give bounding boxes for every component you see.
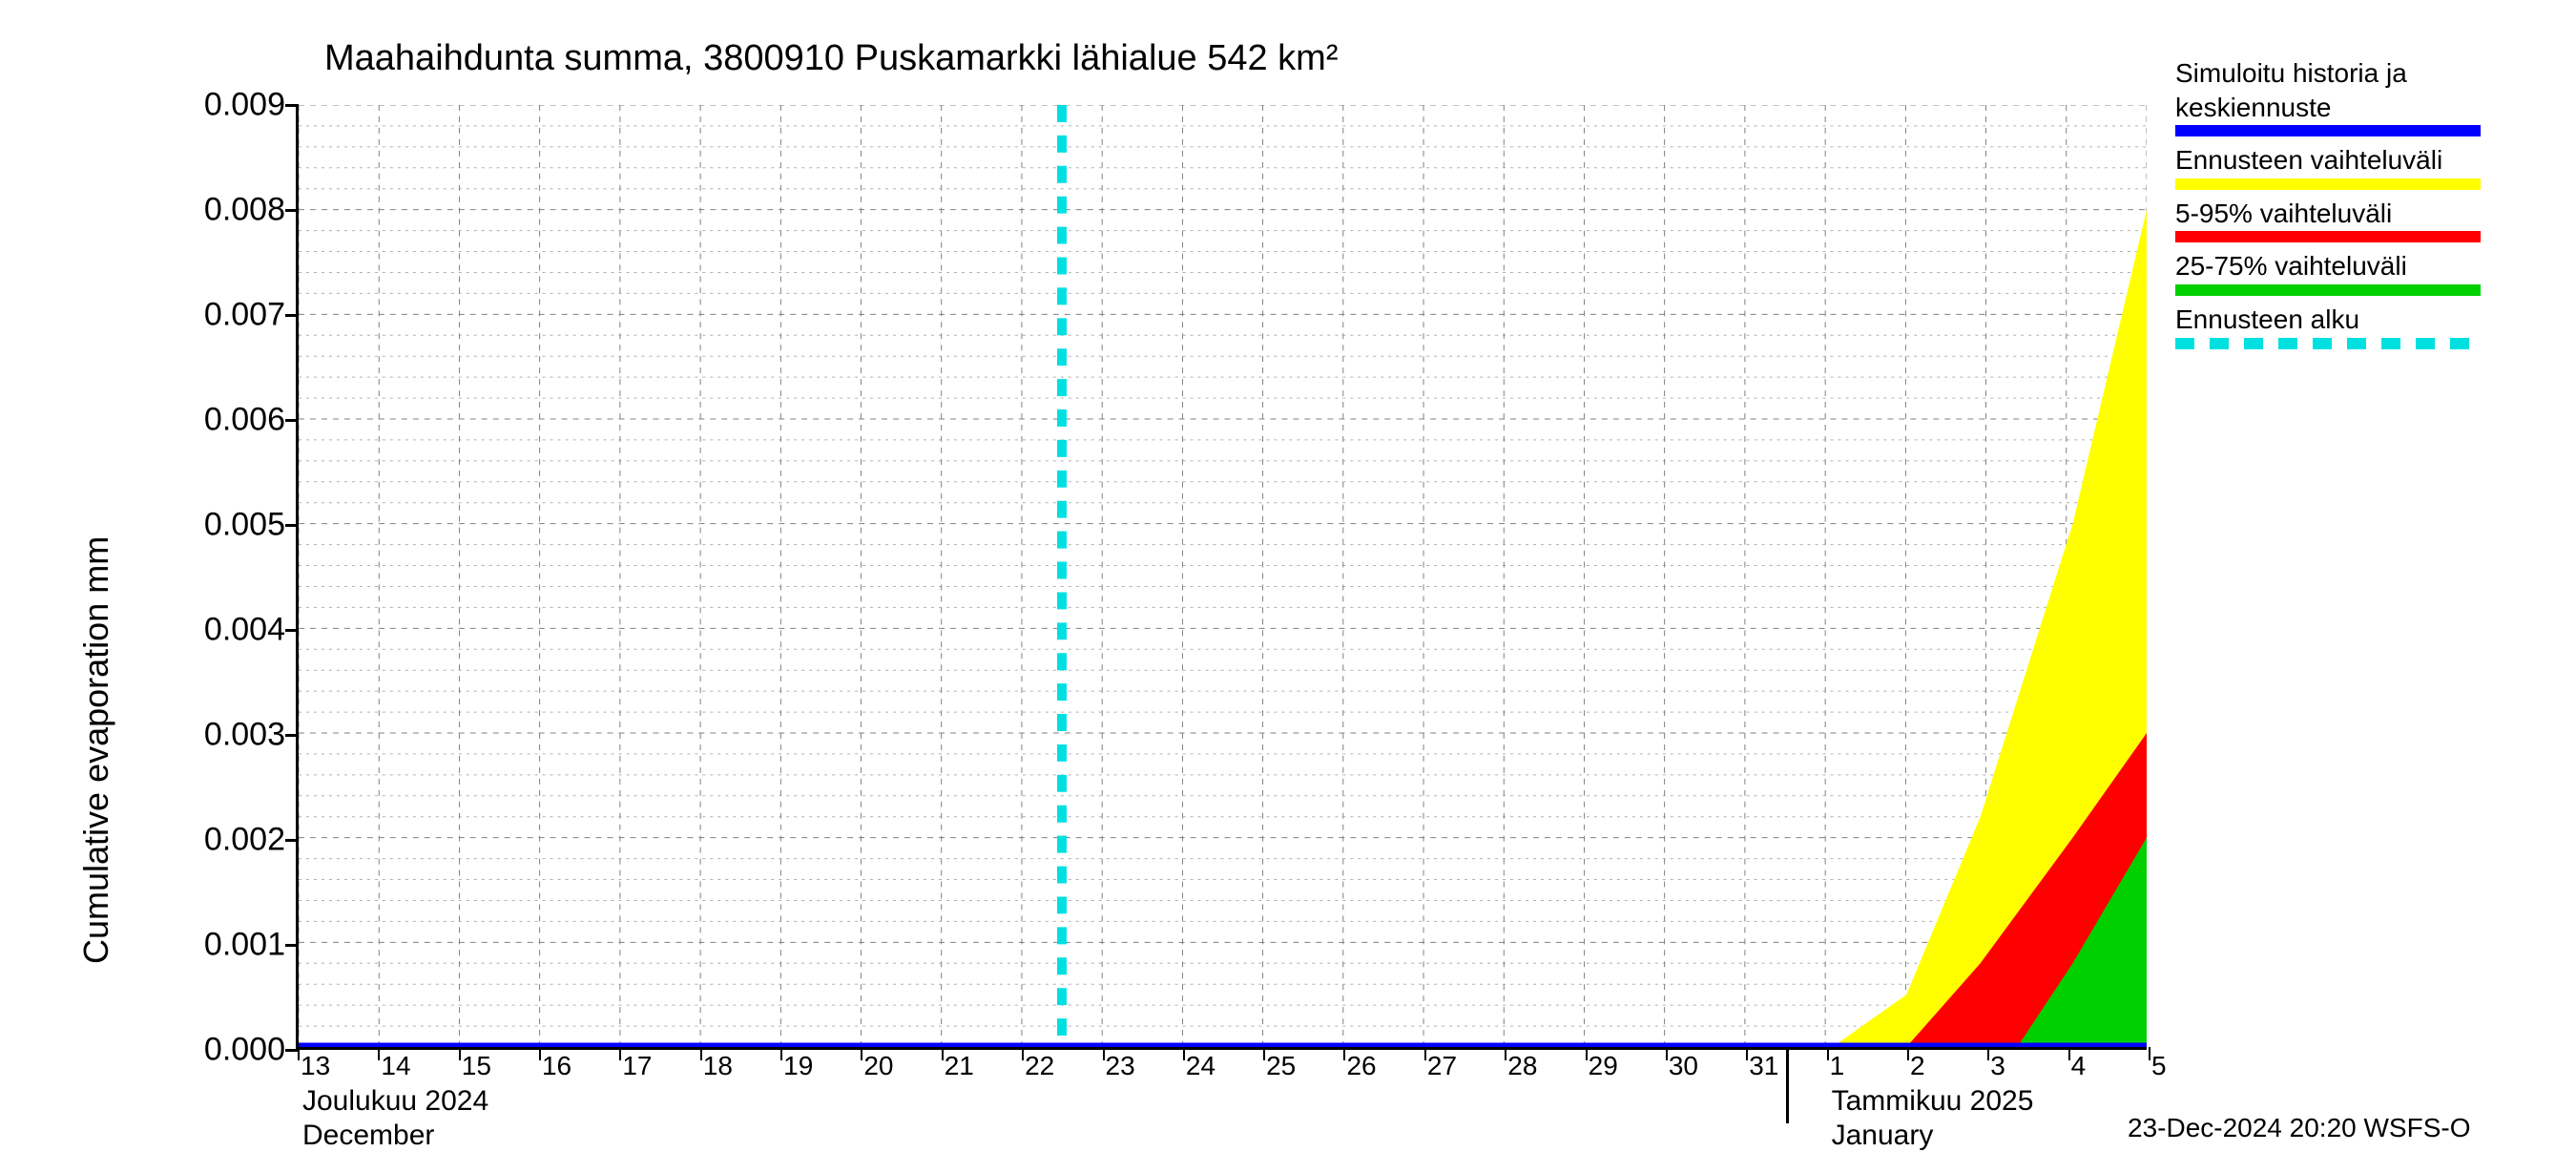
legend-entry: 25-75% vaihteluväli	[2175, 250, 2481, 296]
y-tick-label: 0.004	[204, 612, 285, 649]
x-tick-mark	[1746, 1047, 1748, 1060]
legend-label: Simuloitu historia ja	[2175, 57, 2481, 92]
x-tick-mark	[700, 1047, 702, 1060]
x-tick-mark	[2149, 1047, 2150, 1060]
x-tick-mark	[459, 1047, 461, 1060]
y-axis-label: Cumulative evaporation mm	[76, 536, 116, 964]
y-tick-mark	[285, 839, 299, 842]
legend-entry: 5-95% vaihteluväli	[2175, 198, 2481, 243]
y-tick-label: 0.001	[204, 927, 285, 964]
y-tick-label: 0.003	[204, 717, 285, 754]
x-tick-mark	[1666, 1047, 1668, 1060]
y-tick-label: 0.000	[204, 1032, 285, 1069]
legend-label: 5-95% vaihteluväli	[2175, 198, 2481, 232]
month-label-en: January	[1832, 1120, 1934, 1152]
x-tick-label: 28	[1507, 1051, 1537, 1081]
legend-entry: Simuloitu historia jakeskiennuste	[2175, 57, 2481, 136]
legend: Simuloitu historia jakeskiennuste Ennuste…	[2175, 57, 2481, 357]
legend-label: 25-75% vaihteluväli	[2175, 250, 2481, 284]
x-tick-mark	[378, 1047, 380, 1060]
y-tick-mark	[285, 104, 299, 107]
chart-title: Maahaihdunta summa, 3800910 Puskamarkki …	[324, 38, 1338, 79]
y-tick-mark	[285, 419, 299, 422]
legend-label: Ennusteen vaihteluväli	[2175, 144, 2481, 178]
x-tick-label: 18	[703, 1051, 733, 1081]
x-tick-mark	[1987, 1047, 1989, 1060]
month-label-fi: Joulukuu 2024	[302, 1085, 488, 1118]
legend-label: keskiennuste	[2175, 92, 2481, 126]
month-label-fi: Tammikuu 2025	[1832, 1085, 2034, 1118]
x-tick-mark	[1827, 1047, 1829, 1060]
y-tick-mark	[285, 734, 299, 737]
x-tick-label: 30	[1669, 1051, 1698, 1081]
y-tick-label: 0.006	[204, 402, 285, 439]
legend-swatch	[2175, 125, 2481, 136]
x-tick-mark	[1424, 1047, 1426, 1060]
x-tick-mark	[780, 1047, 782, 1060]
month-separator	[1786, 1047, 1789, 1123]
x-tick-label: 16	[542, 1051, 571, 1081]
legend-swatch	[2175, 178, 2481, 190]
legend-entry: Ennusteen alku	[2175, 304, 2481, 349]
y-tick-label: 0.008	[204, 192, 285, 229]
x-tick-mark	[1183, 1047, 1185, 1060]
y-tick-mark	[285, 944, 299, 947]
y-tick-mark	[285, 1049, 299, 1052]
legend-swatch	[2175, 284, 2481, 296]
x-tick-mark	[942, 1047, 944, 1060]
x-tick-label: 31	[1749, 1051, 1778, 1081]
y-tick-label: 0.009	[204, 87, 285, 124]
x-tick-label: 29	[1589, 1051, 1618, 1081]
x-tick-mark	[1103, 1047, 1105, 1060]
x-tick-mark	[1505, 1047, 1506, 1060]
x-tick-mark	[1263, 1047, 1265, 1060]
plot-area: 0.0000.0010.0020.0030.0040.0050.0060.007…	[296, 105, 2147, 1050]
y-tick-label: 0.005	[204, 507, 285, 544]
x-tick-mark	[539, 1047, 541, 1060]
chart-canvas: Maahaihdunta summa, 3800910 Puskamarkki …	[0, 0, 2576, 1145]
x-tick-mark	[1907, 1047, 1909, 1060]
x-tick-label: 5	[2151, 1051, 2167, 1081]
x-tick-label: 15	[462, 1051, 491, 1081]
x-tick-label: 24	[1186, 1051, 1215, 1081]
legend-swatch	[2175, 231, 2481, 242]
x-tick-label: 20	[863, 1051, 893, 1081]
x-tick-label: 17	[622, 1051, 652, 1081]
x-tick-label: 2	[1910, 1051, 1925, 1081]
x-tick-label: 23	[1106, 1051, 1135, 1081]
x-tick-label: 22	[1025, 1051, 1054, 1081]
x-tick-mark	[1586, 1047, 1588, 1060]
x-tick-label: 25	[1266, 1051, 1296, 1081]
legend-swatch-dash	[2175, 338, 2481, 349]
x-tick-label: 14	[381, 1051, 410, 1081]
x-tick-mark	[298, 1047, 300, 1060]
y-tick-label: 0.002	[204, 822, 285, 859]
y-tick-mark	[285, 629, 299, 632]
x-tick-mark	[861, 1047, 862, 1060]
footer-timestamp: 23-Dec-2024 20:20 WSFS-O	[2128, 1113, 2471, 1143]
x-tick-label: 3	[1990, 1051, 2005, 1081]
y-tick-mark	[285, 209, 299, 212]
x-tick-mark	[1022, 1047, 1024, 1060]
x-tick-label: 27	[1427, 1051, 1457, 1081]
legend-label: Ennusteen alku	[2175, 304, 2481, 338]
x-tick-label: 1	[1830, 1051, 1845, 1081]
y-tick-mark	[285, 314, 299, 317]
x-tick-mark	[1343, 1047, 1345, 1060]
x-tick-mark	[619, 1047, 621, 1060]
x-tick-mark	[2068, 1047, 2070, 1060]
month-label-en: December	[302, 1120, 434, 1152]
x-tick-label: 21	[945, 1051, 974, 1081]
x-tick-label: 13	[301, 1051, 330, 1081]
x-tick-label: 26	[1346, 1051, 1376, 1081]
y-tick-mark	[285, 524, 299, 527]
y-tick-label: 0.007	[204, 297, 285, 334]
legend-entry: Ennusteen vaihteluväli	[2175, 144, 2481, 190]
x-tick-label: 4	[2071, 1051, 2087, 1081]
x-tick-label: 19	[783, 1051, 813, 1081]
